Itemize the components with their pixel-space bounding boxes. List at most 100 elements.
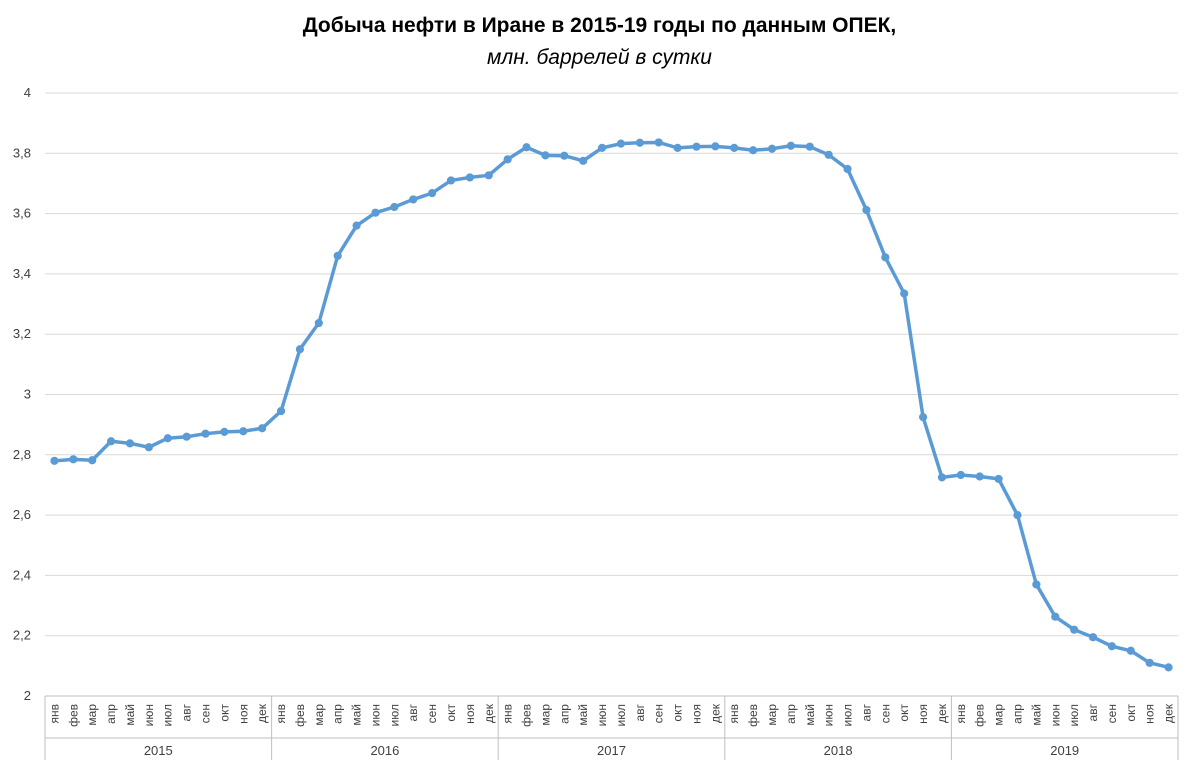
data-point: [371, 208, 380, 217]
x-tick-label: июн: [368, 704, 382, 726]
x-tick-label: апр: [104, 704, 118, 724]
x-tick-label: авг: [406, 703, 420, 721]
data-point: [862, 205, 871, 215]
x-tick-label: авг: [633, 703, 647, 721]
x-tick-label: мар: [538, 704, 552, 726]
y-tick-label: 3,6: [13, 206, 31, 221]
x-tick-label: ноя: [463, 704, 477, 724]
data-point: [88, 456, 97, 465]
y-tick-label: 3,8: [13, 145, 31, 160]
x-tick-label: ноя: [689, 704, 703, 724]
data-point: [428, 188, 437, 198]
x-tick-label: фев: [293, 704, 307, 727]
x-tick-label: дек: [935, 703, 949, 723]
x-tick-label: ноя: [916, 704, 930, 724]
x-tick-label: дек: [708, 703, 722, 723]
x-tick-label: сен: [878, 704, 892, 723]
data-point: [503, 155, 512, 164]
x-tick-label: янв: [47, 704, 61, 724]
x-tick-label: сен: [652, 704, 666, 723]
data-point: [843, 164, 852, 174]
year-label: 2019: [1050, 743, 1079, 758]
data-point: [767, 144, 777, 153]
x-tick-label: ноя: [1143, 704, 1157, 724]
x-tick-label: мар: [992, 704, 1006, 726]
data-point: [258, 424, 267, 433]
data-point: [295, 345, 305, 354]
y-tick-label: 2,6: [13, 507, 31, 522]
data-point: [522, 143, 531, 152]
x-tick-label: июл: [841, 704, 855, 726]
y-tick-label: 3,4: [13, 266, 31, 281]
data-point: [1164, 663, 1173, 672]
data-point: [1107, 642, 1117, 651]
x-tick-label: фев: [973, 704, 987, 727]
data-point: [484, 171, 493, 180]
data-point: [692, 142, 701, 151]
y-tick-label: 2,4: [13, 567, 31, 582]
year-label: 2015: [144, 743, 173, 758]
x-tick-label: фев: [66, 704, 80, 727]
data-point: [314, 318, 323, 328]
x-tick-label: апр: [784, 704, 798, 724]
data-point: [937, 473, 947, 482]
x-tick-label: май: [803, 704, 817, 726]
data-point: [50, 456, 59, 465]
data-point: [541, 151, 550, 160]
series-line: [52, 140, 1171, 670]
x-tick-label: окт: [217, 704, 231, 722]
data-point: [975, 472, 984, 481]
x-tick-label: дек: [1162, 703, 1176, 723]
data-point: [749, 146, 758, 155]
x-tick-label: июл: [161, 704, 175, 726]
chart-title: Добыча нефти в Иране в 2015-19 годы по д…: [302, 14, 897, 37]
data-point: [805, 142, 814, 151]
x-tick-label: янв: [954, 704, 968, 724]
data-point: [597, 143, 607, 152]
data-point: [1013, 510, 1022, 520]
data-point: [333, 251, 342, 260]
data-point: [1032, 580, 1041, 589]
x-tick-label: июл: [614, 704, 628, 726]
x-tick-label: мар: [312, 704, 326, 726]
x-tick-label: окт: [444, 704, 458, 722]
data-point: [1145, 658, 1154, 667]
x-tick-label: янв: [501, 704, 515, 724]
x-tick-label: апр: [557, 704, 571, 724]
x-tick-label: авг: [1086, 703, 1100, 721]
x-tick-label: мар: [85, 704, 99, 726]
data-point: [465, 173, 474, 182]
data-point: [730, 143, 739, 152]
year-label: 2017: [597, 743, 626, 758]
data-point: [1070, 625, 1079, 634]
data-point: [1088, 633, 1098, 642]
data-point: [635, 138, 644, 147]
data-point: [1126, 646, 1135, 655]
y-tick-label: 2: [24, 688, 31, 703]
y-tick-label: 4: [24, 85, 31, 100]
data-point: [182, 432, 191, 441]
data-point: [616, 139, 626, 148]
x-tick-label: сен: [425, 704, 439, 723]
data-point: [673, 143, 682, 152]
data-point: [994, 474, 1003, 484]
x-tick-label: окт: [897, 704, 911, 722]
data-point: [352, 221, 361, 230]
year-label: 2018: [824, 743, 853, 758]
y-tick-label: 2,8: [13, 447, 31, 462]
x-tick-label: фев: [746, 704, 760, 727]
x-tick-label: июн: [142, 704, 156, 726]
x-tick-label: ноя: [236, 704, 250, 724]
data-point: [106, 437, 116, 446]
data-point: [69, 455, 78, 464]
x-tick-label: июл: [1067, 704, 1081, 726]
y-tick-label: 3,2: [13, 326, 31, 341]
x-tick-label: янв: [274, 704, 288, 724]
data-point: [956, 470, 965, 480]
x-tick-label: май: [123, 704, 137, 726]
data-point: [900, 289, 909, 298]
data-point: [144, 443, 153, 452]
data-point: [1051, 612, 1060, 621]
data-point: [881, 253, 890, 262]
x-tick-label: окт: [671, 704, 685, 722]
